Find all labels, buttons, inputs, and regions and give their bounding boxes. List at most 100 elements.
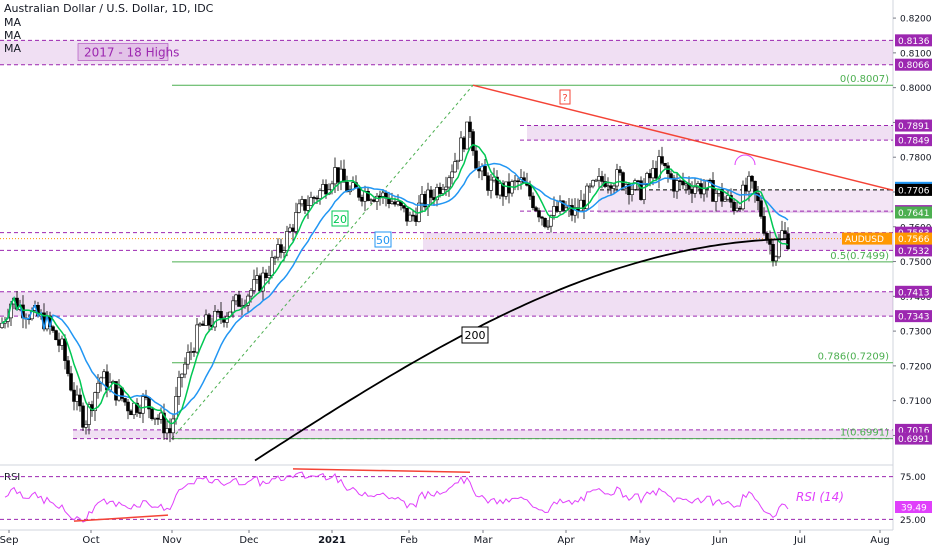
price-label-box xyxy=(895,285,932,298)
candle-body xyxy=(93,392,97,412)
price-label: 0.7891 xyxy=(898,122,930,132)
candle-body xyxy=(561,200,565,211)
candle-body xyxy=(297,203,301,213)
candle-body xyxy=(396,201,400,205)
candle-body xyxy=(267,275,271,278)
x-tick-label: Mar xyxy=(474,535,494,546)
candle-body xyxy=(453,161,457,173)
question-mark-label: ? xyxy=(562,93,567,104)
candle-body xyxy=(597,176,601,181)
candle-body xyxy=(300,199,304,205)
ma200-line xyxy=(254,238,791,462)
y-tick-label: 0.7500 xyxy=(900,258,932,268)
rsi-title: RSI xyxy=(4,472,20,483)
candle-body xyxy=(762,216,766,234)
candle-body xyxy=(171,418,175,434)
rsi-value-box xyxy=(895,501,932,514)
rsi-divergence-low xyxy=(73,514,169,522)
candle-body xyxy=(141,396,145,414)
candle-body xyxy=(489,179,493,191)
price-label-box xyxy=(895,119,932,132)
candle-body xyxy=(102,371,106,379)
zone-0.7849 xyxy=(527,125,893,141)
candle-body xyxy=(774,256,778,262)
candle-body xyxy=(249,290,253,297)
candle-body xyxy=(255,275,259,280)
price-label: 0.7706 xyxy=(898,186,930,196)
candle-body xyxy=(117,387,121,401)
candle-body xyxy=(468,121,472,132)
candle-body xyxy=(462,137,466,150)
candle-body xyxy=(783,230,787,234)
candle-body xyxy=(441,189,445,194)
candle-body xyxy=(192,351,196,353)
candle-body xyxy=(684,183,688,186)
candle-body xyxy=(771,244,775,262)
candle-body xyxy=(714,193,718,202)
candle-body xyxy=(288,227,292,232)
candle-body xyxy=(366,191,370,201)
x-tick-label: Feb xyxy=(400,535,418,546)
candle-body xyxy=(645,173,649,186)
zone-0.7016 xyxy=(73,429,893,439)
candle-body xyxy=(540,216,544,219)
candle-body xyxy=(312,197,316,199)
candle-body xyxy=(168,428,172,434)
candle-body xyxy=(711,180,715,202)
candle-body xyxy=(156,417,160,420)
candle-body xyxy=(636,180,640,182)
candle-body xyxy=(0,322,4,328)
candle-body xyxy=(381,192,385,197)
ma-label-1: MA xyxy=(4,16,22,29)
candle-body xyxy=(180,373,184,378)
candle-body xyxy=(150,408,154,420)
candle-body xyxy=(198,323,202,326)
candle-body xyxy=(429,189,433,198)
ma50-line xyxy=(1,162,789,415)
candle-body xyxy=(591,180,595,187)
candle-body xyxy=(258,275,262,292)
candle-body xyxy=(738,207,742,210)
candle-body xyxy=(600,176,604,182)
candle-body xyxy=(270,257,274,276)
price-label-box xyxy=(895,58,932,71)
candle-body xyxy=(750,175,754,182)
candle-body xyxy=(465,121,469,150)
rsi-tick: 75.00 xyxy=(900,473,926,483)
candle-body xyxy=(357,187,361,198)
candle-body xyxy=(420,194,424,204)
candle-body xyxy=(87,404,91,425)
y-tick-label: 0.8200 xyxy=(900,15,932,25)
fib-trend-line xyxy=(171,84,474,439)
x-tick-label: Oct xyxy=(82,535,99,546)
candle-body xyxy=(654,168,658,179)
candle-body xyxy=(126,401,130,412)
candle-body xyxy=(333,167,337,185)
candle-body xyxy=(648,173,652,179)
candle-body xyxy=(231,300,235,313)
candle-body xyxy=(681,180,685,186)
candle-body xyxy=(216,310,220,313)
price-label-box xyxy=(895,34,932,47)
candle-body xyxy=(60,338,64,346)
candle-body xyxy=(201,323,205,326)
candle-body xyxy=(579,199,583,212)
zone-0.7583 xyxy=(423,232,893,251)
candle-body xyxy=(408,214,412,222)
candle-body xyxy=(702,188,706,195)
candle-body xyxy=(402,205,406,209)
candle-body xyxy=(57,339,61,346)
candle-body xyxy=(444,186,448,190)
x-tick-label: Jun xyxy=(711,535,728,546)
candle-body xyxy=(78,394,82,407)
ma50-tag: 50 xyxy=(376,234,390,247)
candle-body xyxy=(606,185,610,188)
y-tick-label: 0.7300 xyxy=(900,328,932,338)
candle-body xyxy=(537,210,541,218)
candle-body xyxy=(69,373,73,391)
candle-body xyxy=(159,412,163,420)
candle-body xyxy=(732,201,736,212)
candle-body xyxy=(75,394,79,402)
x-tick-label: Aug xyxy=(870,535,890,546)
